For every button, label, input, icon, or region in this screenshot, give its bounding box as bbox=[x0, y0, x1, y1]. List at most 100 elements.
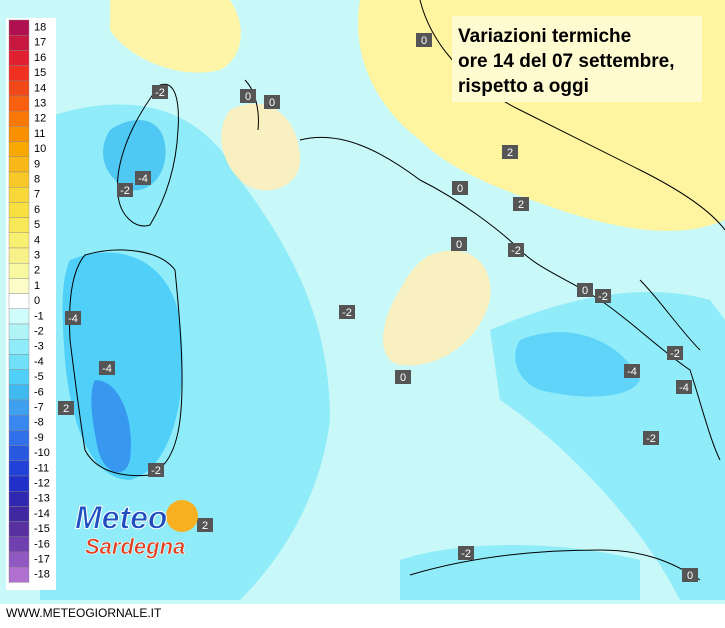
legend-label: -9 bbox=[34, 432, 44, 444]
contour-label: 0 bbox=[457, 183, 463, 195]
legend-swatch bbox=[8, 384, 30, 401]
contour-label-box bbox=[152, 85, 168, 99]
legend-swatch bbox=[8, 475, 30, 492]
legend-swatch bbox=[8, 50, 30, 66]
legend-label: -16 bbox=[34, 538, 50, 550]
warm-zone bbox=[110, 0, 241, 73]
legend-swatch bbox=[8, 369, 30, 386]
legend-swatch bbox=[8, 491, 30, 507]
legend-swatch bbox=[8, 171, 30, 188]
contour-label-box bbox=[416, 33, 432, 47]
legend-label: 10 bbox=[34, 143, 46, 155]
legend-swatch bbox=[8, 536, 30, 553]
warm-zone bbox=[221, 103, 300, 191]
contour-label-box bbox=[65, 311, 81, 325]
legend-swatch bbox=[8, 551, 30, 568]
contour-label-box bbox=[99, 361, 115, 375]
contour-label-box bbox=[117, 183, 133, 197]
title-line: Variazioni termiche bbox=[458, 26, 631, 47]
legend-label: -6 bbox=[34, 386, 44, 398]
legend-label: -1 bbox=[34, 310, 44, 322]
legend-label: 0 bbox=[34, 295, 40, 307]
contour-label: -4 bbox=[102, 363, 112, 375]
cold-zone bbox=[91, 380, 131, 473]
legend-label: -3 bbox=[34, 341, 44, 353]
legend-label: 2 bbox=[34, 265, 40, 277]
legend-swatch bbox=[8, 65, 30, 81]
contour-label: 0 bbox=[421, 35, 427, 47]
legend-swatch bbox=[8, 126, 30, 142]
legend-label: 17 bbox=[34, 37, 46, 49]
legend-label: -7 bbox=[34, 402, 44, 414]
legend-label: -13 bbox=[34, 493, 50, 505]
legend-swatch bbox=[8, 430, 30, 446]
legend-label: 9 bbox=[34, 158, 40, 170]
contour-label-box bbox=[577, 283, 593, 297]
contour-label-box bbox=[197, 518, 213, 532]
contour-label-box bbox=[508, 243, 524, 257]
legend-label: 11 bbox=[34, 128, 45, 140]
legend-swatch bbox=[8, 354, 30, 370]
contour-label-box bbox=[624, 364, 640, 378]
legend-swatch bbox=[8, 445, 30, 462]
legend-swatch bbox=[8, 567, 30, 583]
contour-label-box bbox=[264, 95, 280, 109]
legend-label: 4 bbox=[34, 234, 40, 246]
contour-label-box bbox=[643, 431, 659, 445]
contour-label: 2 bbox=[518, 199, 524, 211]
contour-label: -2 bbox=[461, 548, 471, 560]
legend-swatch bbox=[8, 293, 30, 310]
cool-zone bbox=[400, 545, 640, 600]
legend-label: -14 bbox=[34, 508, 50, 520]
coastlines bbox=[69, 0, 725, 581]
legend-swatch bbox=[8, 217, 30, 234]
legend-swatch bbox=[8, 141, 30, 158]
contour-label-box bbox=[513, 197, 529, 211]
contour-label-box bbox=[595, 289, 611, 303]
contour-label: -2 bbox=[151, 465, 161, 477]
legend-label: -17 bbox=[34, 554, 50, 566]
warm-zone bbox=[383, 250, 491, 366]
contour-label-box bbox=[395, 370, 411, 384]
contour-label-box bbox=[676, 380, 692, 394]
legend-label: -5 bbox=[34, 371, 44, 383]
contour-label: 0 bbox=[582, 285, 588, 297]
legend-label: 5 bbox=[34, 219, 40, 231]
legend-swatch bbox=[8, 247, 30, 264]
legend-swatch bbox=[8, 186, 30, 203]
legend-label: 7 bbox=[34, 189, 40, 201]
legend-label: 1 bbox=[34, 280, 40, 292]
legend-label: -11 bbox=[34, 462, 49, 474]
legend-swatch bbox=[8, 415, 30, 431]
legend-swatch bbox=[8, 156, 30, 173]
legend-swatch bbox=[8, 110, 30, 127]
legend-swatch bbox=[8, 521, 30, 537]
legend-swatch bbox=[8, 232, 30, 249]
contour-label-box bbox=[148, 463, 164, 477]
legend-swatch bbox=[8, 263, 30, 279]
legend-label: -15 bbox=[34, 523, 50, 535]
cold-zone bbox=[515, 332, 640, 397]
contour-label: 0 bbox=[400, 372, 406, 384]
legend-label: -8 bbox=[34, 417, 44, 429]
legend-label: -18 bbox=[34, 569, 50, 581]
legend-swatch bbox=[8, 339, 30, 355]
contour-label: -4 bbox=[679, 382, 689, 394]
legend-swatch bbox=[8, 323, 30, 340]
contour-label: 0 bbox=[456, 239, 462, 251]
logo-text: Sardegna bbox=[85, 534, 185, 559]
legend-swatch bbox=[8, 202, 30, 218]
legend-label: 12 bbox=[34, 113, 46, 125]
contour-label-box bbox=[502, 145, 518, 159]
contour-label-box bbox=[682, 568, 698, 582]
contour-label-box bbox=[667, 346, 683, 360]
title-line: ore 14 del 07 settembre, bbox=[458, 51, 675, 72]
logo-sun bbox=[166, 500, 198, 532]
legend-label: 14 bbox=[34, 82, 46, 94]
legend-swatch bbox=[8, 506, 30, 522]
logo-text: Meteo bbox=[75, 499, 167, 535]
contour-label: 0 bbox=[245, 91, 251, 103]
legend-label: 6 bbox=[34, 204, 40, 216]
contour-label: -2 bbox=[342, 307, 352, 319]
legend-label: -4 bbox=[34, 356, 44, 368]
